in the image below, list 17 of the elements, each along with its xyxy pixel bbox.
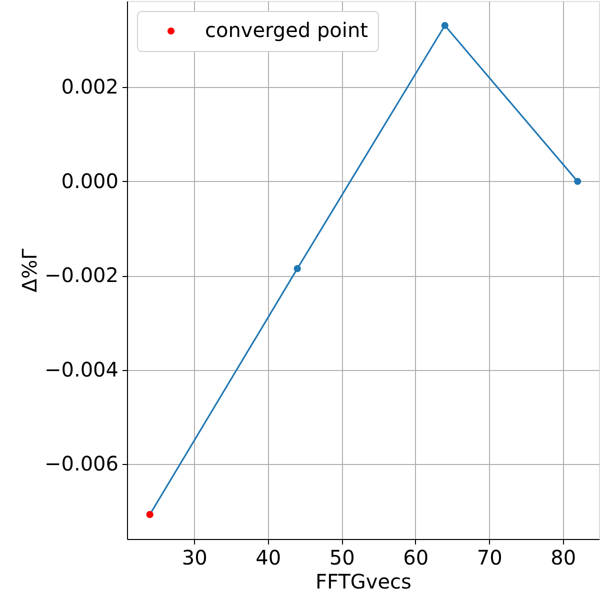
y-tick-label: 0.002 [61,74,118,99]
x-tick-label: 60 [403,546,429,570]
point [441,22,448,30]
x-axis-title: FFTGvecs [316,570,412,594]
x-tick-label: 30 [182,546,208,570]
legend-label: converged point [205,18,368,42]
y-tick-label: 0.000 [61,168,118,193]
x-tick-label: 70 [476,546,502,570]
x-tick-label: 50 [329,546,355,570]
y-tick-label: −0.004 [44,357,118,382]
y-axis-title: Δ%Γ [17,248,42,292]
x-tick-label: 40 [256,546,282,570]
point [294,265,301,272]
x-tick-label: 80 [550,546,576,570]
y-tick-label: −0.006 [44,452,118,476]
y-tick-label: −0.002 [44,263,118,288]
point [574,178,582,185]
